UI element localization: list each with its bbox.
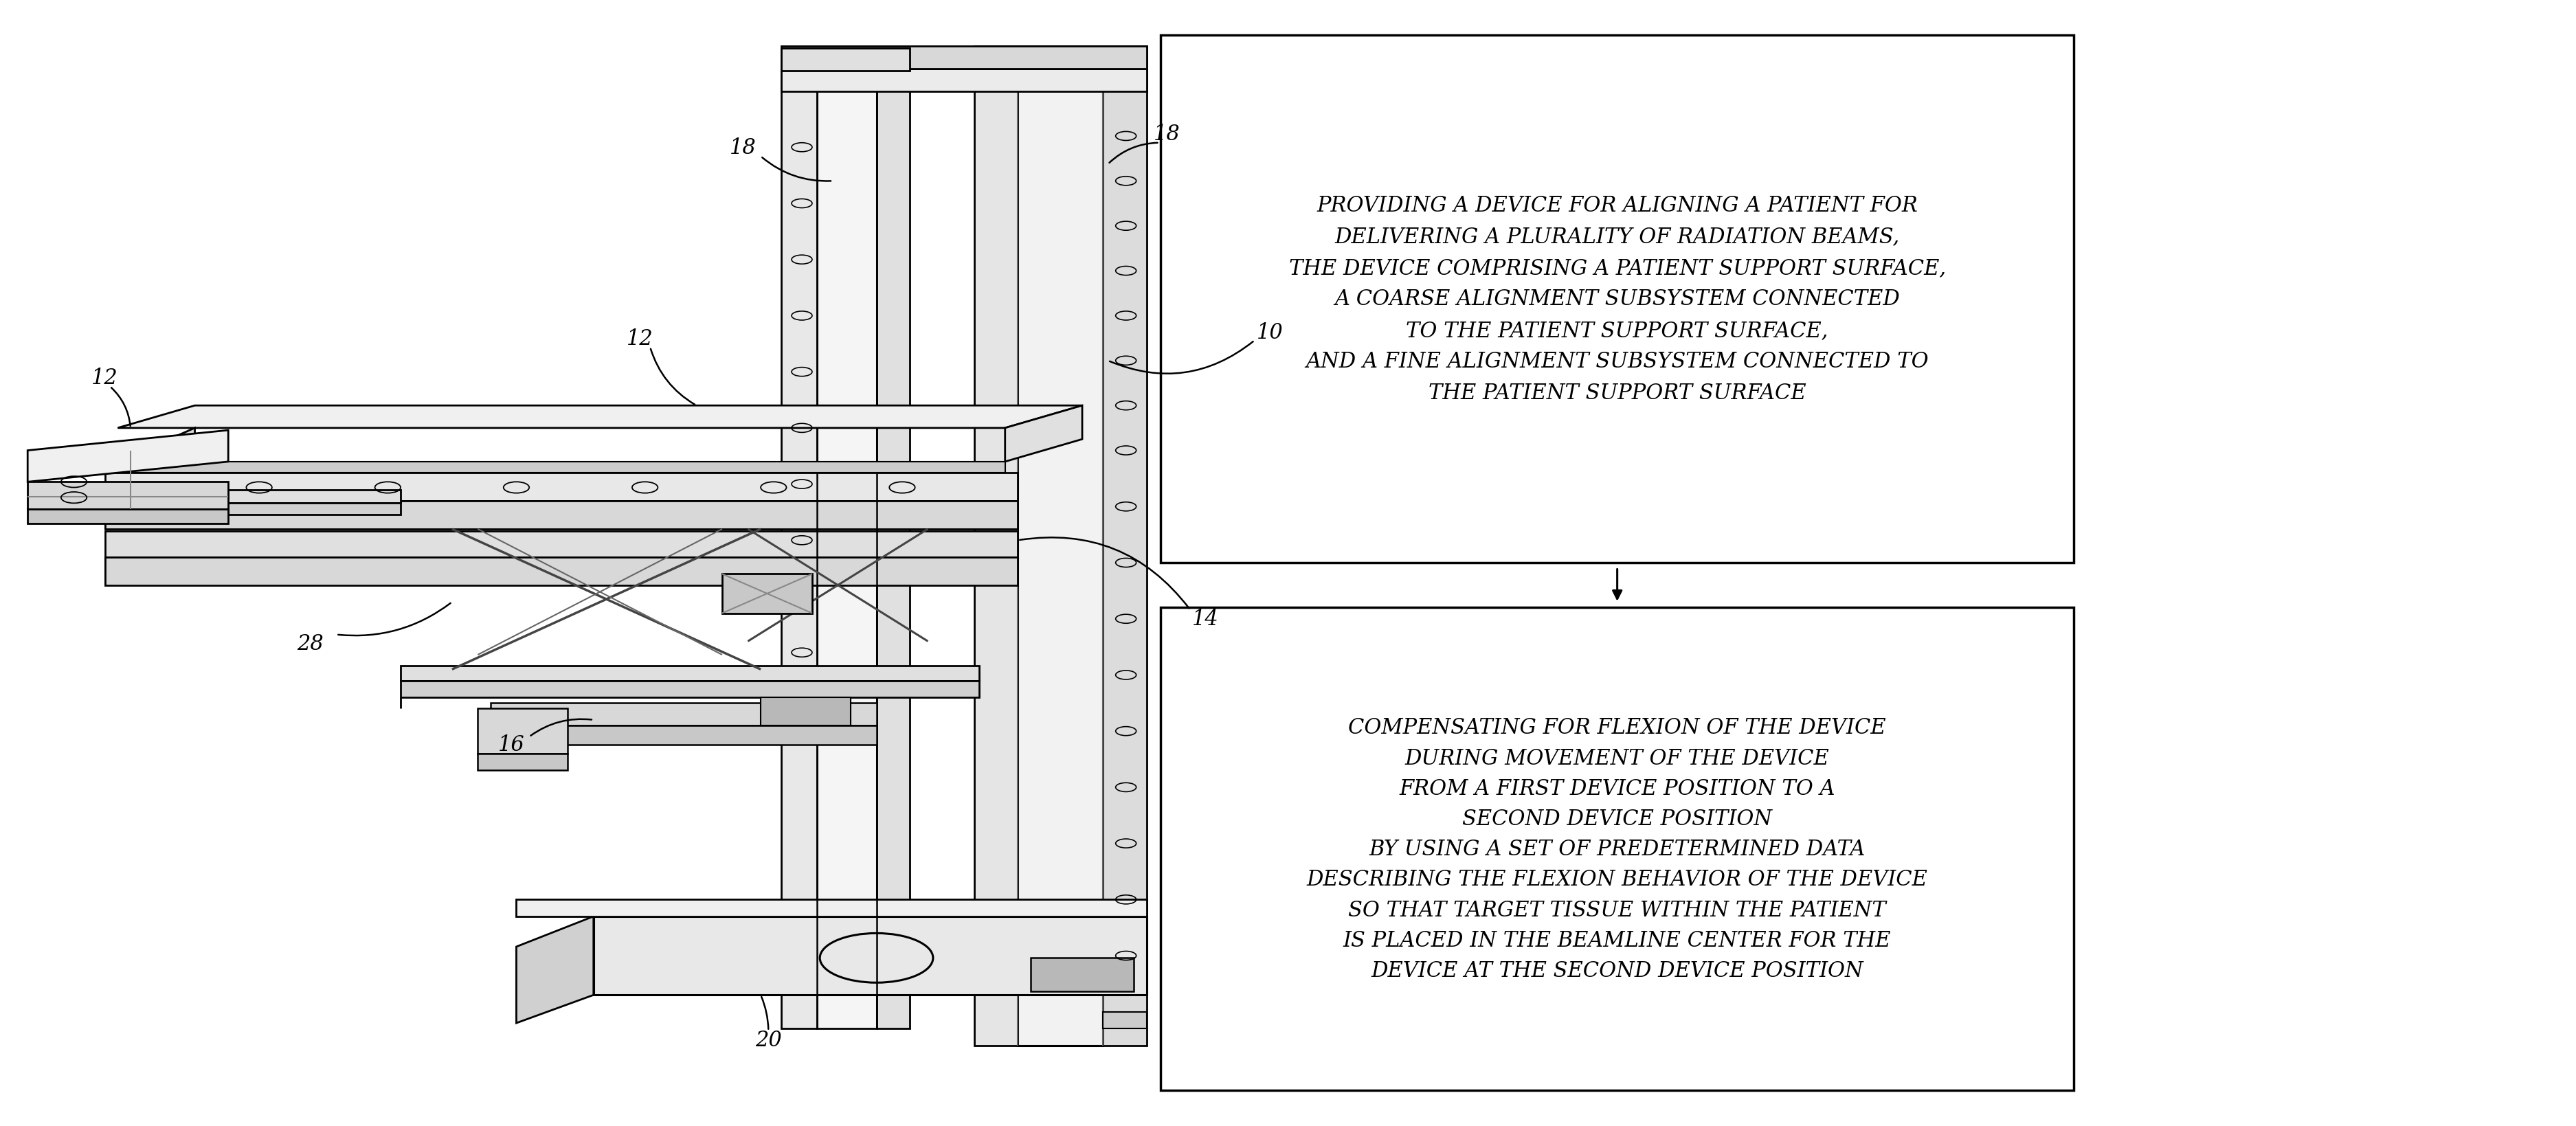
FancyBboxPatch shape <box>1162 36 2074 563</box>
Text: 18: 18 <box>1154 124 1180 145</box>
Polygon shape <box>229 503 402 515</box>
Text: 16: 16 <box>497 734 526 756</box>
Polygon shape <box>515 917 592 1024</box>
Polygon shape <box>106 501 1018 529</box>
Text: 10: 10 <box>1257 322 1283 343</box>
Polygon shape <box>781 69 817 1029</box>
Polygon shape <box>760 698 850 726</box>
Polygon shape <box>402 681 979 698</box>
Polygon shape <box>1018 59 1103 1046</box>
Polygon shape <box>781 47 1146 69</box>
Polygon shape <box>28 509 229 524</box>
Polygon shape <box>781 69 1146 91</box>
Polygon shape <box>974 59 1018 1046</box>
Text: PROVIDING A DEVICE FOR ALIGNING A PATIENT FOR
DELIVERING A PLURALITY OF RADIATIO: PROVIDING A DEVICE FOR ALIGNING A PATIEN… <box>1288 195 1945 403</box>
Text: COMPENSATING FOR FLEXION OF THE DEVICE
DURING MOVEMENT OF THE DEVICE
FROM A FIRS: COMPENSATING FOR FLEXION OF THE DEVICE D… <box>1306 717 1927 981</box>
Polygon shape <box>1103 1012 1146 1029</box>
Polygon shape <box>28 430 229 482</box>
Polygon shape <box>876 69 909 1029</box>
Polygon shape <box>974 47 1146 69</box>
Polygon shape <box>477 753 567 770</box>
Text: 18: 18 <box>729 137 755 159</box>
Polygon shape <box>28 482 229 509</box>
Polygon shape <box>721 574 811 614</box>
Polygon shape <box>489 726 876 744</box>
Polygon shape <box>118 428 196 462</box>
Text: 14: 14 <box>1193 608 1218 629</box>
Polygon shape <box>106 473 1018 501</box>
Polygon shape <box>817 69 876 1029</box>
Text: 12: 12 <box>93 367 118 388</box>
Text: 20: 20 <box>755 1029 781 1051</box>
Polygon shape <box>1005 405 1082 462</box>
Polygon shape <box>489 704 876 726</box>
Polygon shape <box>592 917 1146 995</box>
Polygon shape <box>781 50 909 71</box>
Polygon shape <box>477 709 567 753</box>
Polygon shape <box>402 667 979 681</box>
Polygon shape <box>118 405 1082 428</box>
Polygon shape <box>1103 59 1146 1046</box>
Polygon shape <box>106 557 1018 586</box>
Polygon shape <box>229 490 402 503</box>
Polygon shape <box>515 900 1146 917</box>
Text: 12: 12 <box>626 328 654 349</box>
Polygon shape <box>106 531 1018 557</box>
Polygon shape <box>1030 958 1133 992</box>
Polygon shape <box>118 462 1005 473</box>
FancyBboxPatch shape <box>1162 608 2074 1090</box>
Text: 28: 28 <box>296 633 325 654</box>
